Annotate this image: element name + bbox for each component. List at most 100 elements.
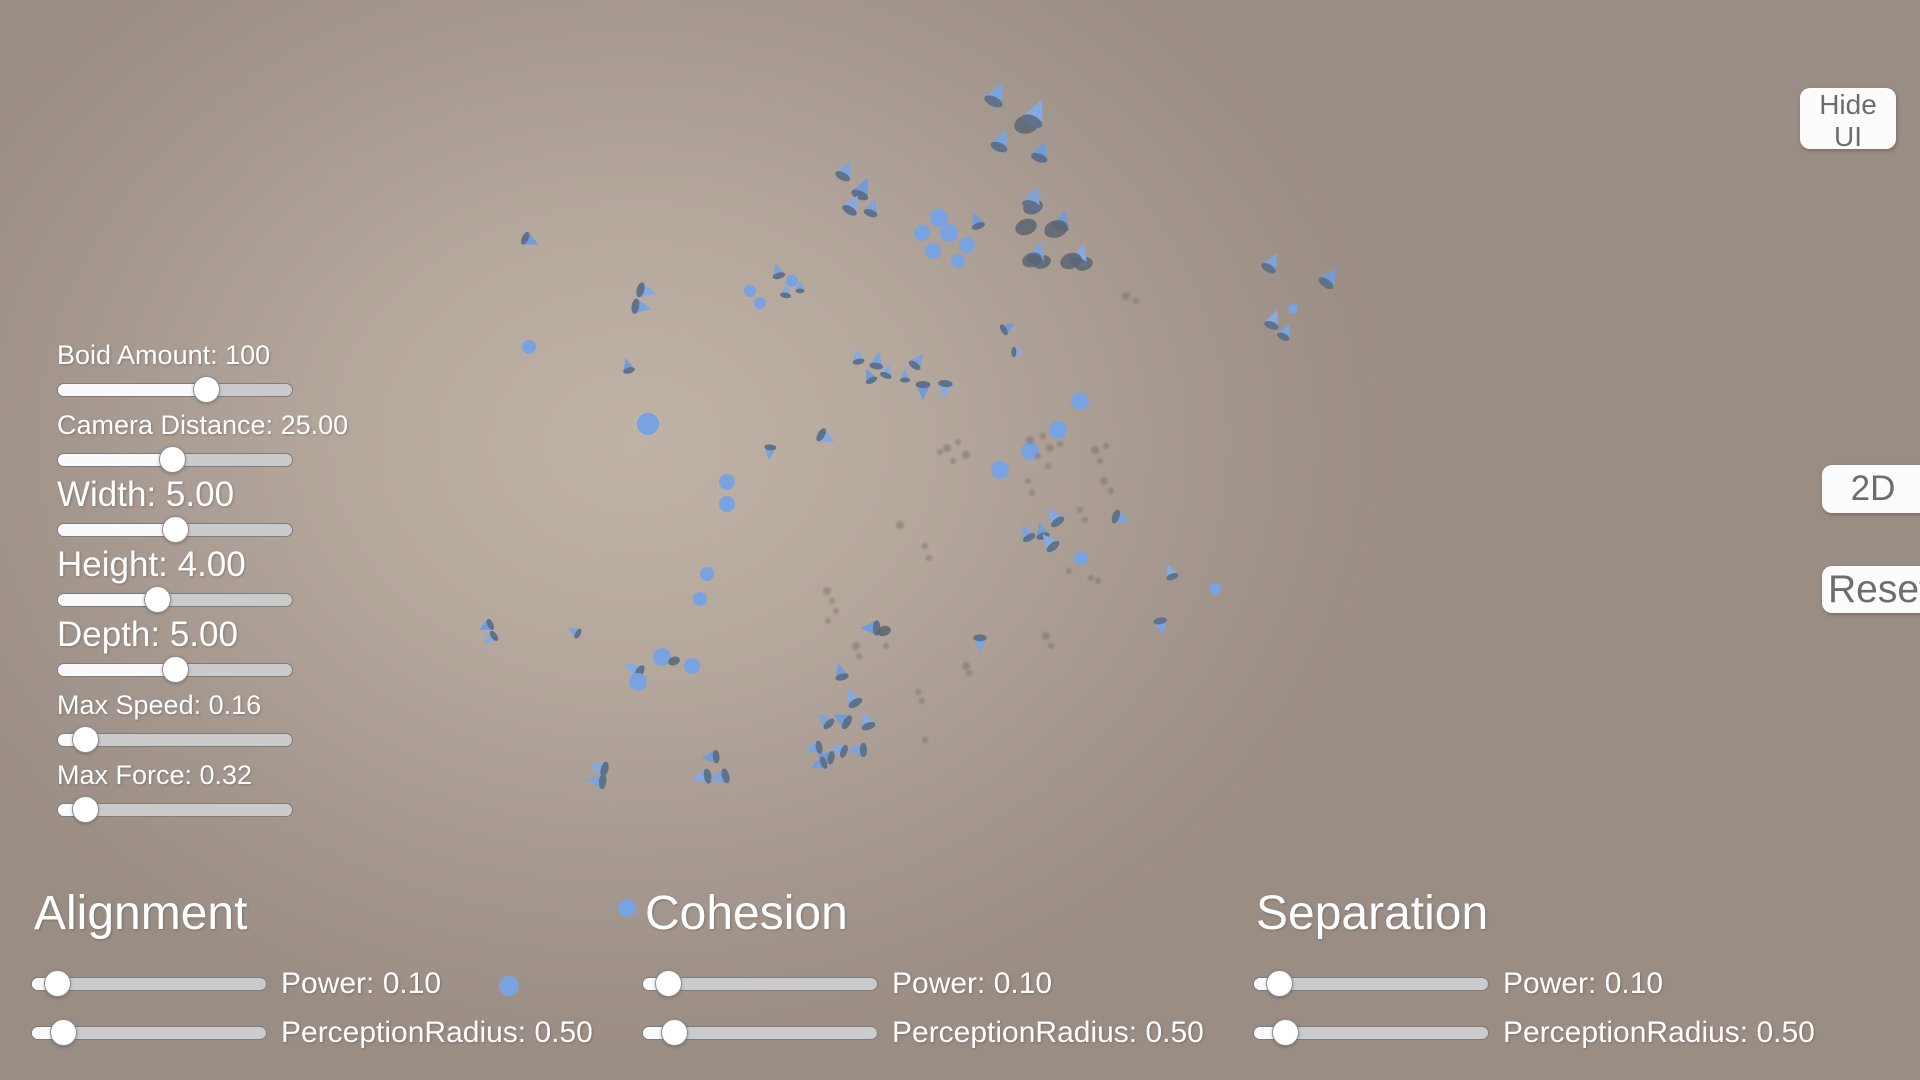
slider-thumb[interactable] [50,1019,77,1046]
height-slider[interactable] [57,586,293,614]
separation-power-slider[interactable] [1253,970,1489,998]
boid-dot [499,976,519,996]
simulation-controls-panel: Boid Amount: 100 Camera Distance: 25.00 Wi… [57,334,357,824]
separation-power-control: Power: 0.10 [1253,967,1833,1000]
max-force-slider[interactable] [57,796,293,824]
slider-thumb[interactable] [193,376,220,403]
boid-distant-speck [943,444,951,452]
boid-cone [1011,346,1025,358]
boid-distant-speck [1035,453,1041,459]
depth-control: Depth: 5.00 [57,614,357,684]
boid-distant-speck [1082,517,1088,523]
boid-distant-speck [1046,444,1054,452]
boid-distant-speck [926,555,932,561]
boid-distant-speck [852,642,860,650]
slider-thumb[interactable] [1266,970,1293,997]
cohesion-power-slider[interactable] [642,970,878,998]
height-label: Height: 4.00 [57,545,246,584]
boid-distant-speck [1025,478,1031,484]
boid-cone [847,688,863,709]
2d-mode-button[interactable]: 2D [1822,465,1920,513]
boid-distant-speck [1103,443,1109,449]
width-label: Width: 5.00 [57,475,235,514]
slider-track [642,1026,878,1040]
slider-thumb[interactable] [159,446,186,473]
boid-distant-speck [1100,477,1108,485]
boid-shadow-blob [668,656,680,666]
boid-cone [691,768,712,784]
slider-thumb[interactable] [661,1019,688,1046]
slider-thumb[interactable] [44,970,71,997]
boid-distant-speck [1040,433,1046,439]
boid-distant-speck [1048,643,1054,649]
boid-distant-speck [1066,568,1072,574]
slider-fill [58,524,176,536]
boid-cone [861,711,876,731]
alignment-perception-radius-slider[interactable] [31,1019,267,1047]
boid-cone [795,280,805,294]
boid-cone [869,351,884,370]
boid-cone [990,129,1008,153]
separation-power-label: Power: 0.10 [1503,967,1664,1000]
boid-distant-speck [1108,488,1114,494]
max-speed-slider[interactable] [57,726,293,754]
boid-distant-speck [829,598,835,604]
slider-thumb[interactable] [1272,1019,1299,1046]
boid-dot [754,297,766,309]
boid-dot [925,243,941,259]
boid-shadow-blob [1060,252,1082,270]
boid-cone [1111,509,1131,524]
depth-slider[interactable] [57,656,293,684]
boid-cone [521,231,539,245]
boid-cone [847,742,867,758]
slider-thumb[interactable] [162,516,189,543]
boid-distant-speck [883,643,889,649]
boid-cone [1021,99,1043,128]
boid-dot [951,254,965,268]
boid-cone [984,82,1003,108]
alignment-perception-radius-label: PerceptionRadius: 0.50 [281,1016,593,1049]
slider-thumb[interactable] [72,796,99,823]
boid-dot [786,275,798,287]
boid-distant-speck [896,521,904,529]
slider-thumb[interactable] [162,656,189,683]
slider-thumb[interactable] [655,970,682,997]
boid-cone [779,283,791,299]
boid-distant-speck [1077,507,1083,513]
alignment-title: Alignment [34,887,248,940]
alignment-power-slider[interactable] [31,970,267,998]
cohesion-perception-radius-label: PerceptionRadius: 0.50 [892,1016,1204,1049]
separation-perception-radius-slider[interactable] [1253,1019,1489,1047]
slider-thumb[interactable] [72,726,99,753]
boid-cone [866,368,878,384]
reset-button[interactable]: Reset [1822,566,1920,613]
boid-shadow-blob [1022,252,1042,268]
cohesion-perception-radius-slider[interactable] [642,1019,878,1047]
boid-dot [629,673,647,691]
boid-distant-speck [1133,298,1139,304]
boid-dot [930,209,948,227]
boid-dot [1021,442,1039,460]
slider-thumb[interactable] [144,586,171,613]
boid-distant-speck [937,449,943,455]
boid-dot [744,285,756,297]
boid-dot [914,225,930,241]
behavior-cohesion: Cohesion Power: 0.10 PerceptionRadius: 0.5… [642,885,1222,1049]
boid-cone [623,358,635,374]
boid-distant-speck [962,662,970,670]
boid-cone [1022,186,1041,211]
hide-ui-button[interactable]: Hide UI [1800,88,1896,152]
boid-cone [830,744,848,758]
camera-distance-slider[interactable] [57,446,293,474]
behavior-alignment: Alignment Power: 0.10 PerceptionRadius: 0.… [31,885,611,1049]
boid-cone [999,323,1015,336]
boid-dot [719,474,735,490]
boid-dot [1288,304,1298,314]
boid-cone [842,195,859,216]
width-slider[interactable] [57,516,293,544]
boid-distant-speck [1045,463,1051,469]
alignment-perception-radius-control: PerceptionRadius: 0.50 [31,1016,611,1049]
max-force-label: Max Force: 0.32 [57,760,253,790]
boid-amount-slider[interactable] [57,376,293,404]
